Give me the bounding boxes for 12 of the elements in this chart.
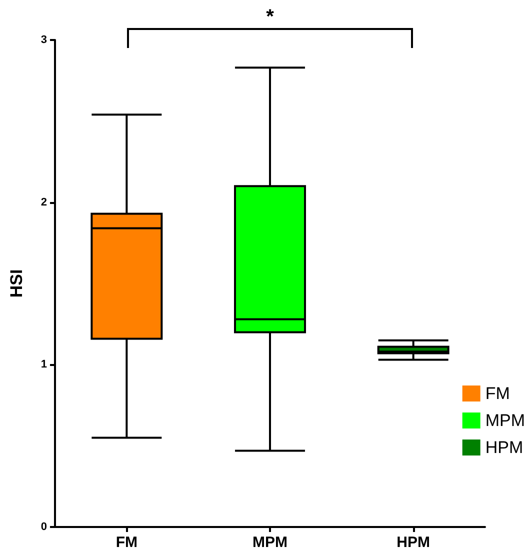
x-tick-label: FM bbox=[116, 534, 138, 551]
legend-label: HPM bbox=[485, 438, 524, 457]
y-tick-label: 2 bbox=[40, 196, 47, 208]
y-tick-label: 0 bbox=[40, 521, 47, 533]
legend-label: FM bbox=[485, 384, 510, 403]
y-axis-title: HSI bbox=[7, 269, 26, 298]
x-tick-label: MPM bbox=[252, 534, 288, 551]
legend-label: MPM bbox=[485, 411, 526, 430]
x-tick-label: HPM bbox=[396, 534, 430, 551]
y-tick-label: 1 bbox=[40, 358, 47, 371]
y-tick-label: 3 bbox=[40, 34, 47, 46]
text: * bbox=[266, 6, 274, 29]
